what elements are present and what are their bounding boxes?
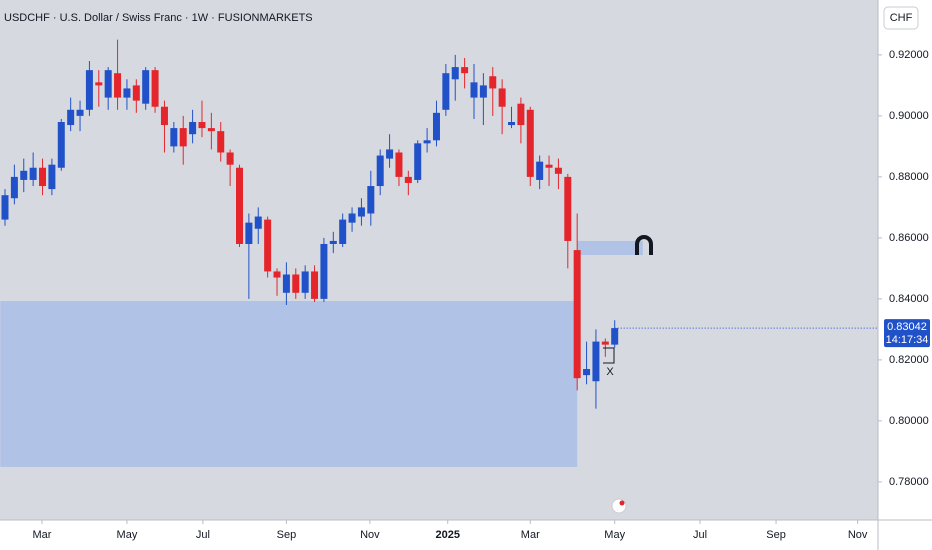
candle-body (442, 73, 450, 110)
currency-label[interactable]: CHF (890, 12, 913, 24)
candle-body (564, 176, 572, 241)
x-tick-label: Jul (693, 529, 707, 541)
candle-body (320, 243, 328, 299)
candle-body (236, 167, 243, 244)
candle-body (451, 67, 459, 80)
candle-body (85, 70, 93, 110)
alert-dot (619, 500, 625, 506)
x-tick-label: Sep (766, 529, 786, 541)
candle-body (386, 149, 394, 159)
candle-body (592, 341, 600, 382)
candle-body (217, 131, 225, 153)
annotation: X (606, 366, 614, 378)
candle-body (348, 213, 356, 223)
last-price-label: 0.83042 (887, 321, 927, 333)
currency-box[interactable] (883, 6, 919, 30)
alert-icon[interactable] (611, 498, 627, 514)
candle-body (292, 274, 300, 293)
y-tick-label: 0.86000 (889, 232, 929, 244)
x-tick-label: May (604, 529, 625, 541)
candle-body (170, 128, 178, 147)
candle-body (573, 250, 581, 379)
bracket (603, 347, 615, 364)
candle-body (245, 222, 253, 244)
candle-body (39, 167, 47, 187)
countdown-label: 14:17:34 (886, 334, 929, 346)
candle-body (114, 73, 122, 98)
zone (577, 240, 643, 255)
candle-body (583, 369, 591, 376)
candle-body (151, 70, 159, 107)
x-tick-label: Sep (277, 529, 297, 541)
x-tick-label: Nov (360, 529, 380, 541)
candle-body (198, 121, 206, 129)
candle-body (357, 207, 365, 217)
candle-body (179, 128, 187, 147)
candle-body (311, 271, 319, 299)
candle-body (489, 76, 497, 89)
candle-body (470, 82, 478, 98)
last-price-box (884, 319, 930, 348)
candle-body (20, 170, 28, 180)
candle-body (207, 128, 215, 132)
candle-body (254, 216, 262, 229)
candle-body (264, 219, 272, 272)
y-tick-label: 0.84000 (889, 293, 929, 305)
candle-body (601, 341, 609, 345)
candle-body (526, 109, 534, 177)
candle-body (57, 121, 65, 168)
candle-body (273, 271, 281, 278)
zone (0, 301, 578, 467)
candle-body (67, 109, 75, 126)
candle-body (132, 85, 140, 101)
chart-title: USDCHF · U.S. Dollar / Swiss Franc · 1W … (4, 12, 313, 24)
x-tick-label: Mar (521, 529, 540, 541)
candle-body (329, 240, 337, 244)
x-tick-label: Jul (196, 529, 210, 541)
x-tick-label: Nov (848, 529, 868, 541)
candle-body (189, 121, 197, 135)
candle-body (1, 195, 9, 220)
candle-body (545, 164, 553, 168)
x-tick-label: May (117, 529, 138, 541)
candle-body (95, 82, 103, 86)
candle-body (479, 85, 487, 98)
y-tick-label: 0.82000 (889, 354, 929, 366)
candle-body (376, 155, 384, 187)
candle-body (432, 112, 440, 141)
y-tick-label: 0.88000 (889, 171, 929, 183)
candle-body (498, 88, 506, 107)
candle-body (536, 161, 544, 180)
candle-body (339, 219, 347, 244)
candle-body (517, 103, 525, 126)
candle-body (282, 274, 290, 293)
y-tick-label: 0.90000 (889, 110, 929, 122)
candle-body (554, 167, 562, 174)
candle-body (461, 67, 469, 74)
candle-body (404, 176, 412, 183)
y-tick-label: 0.92000 (889, 49, 929, 61)
candle-body (414, 143, 422, 180)
candle-body (76, 109, 84, 116)
y-tick-label: 0.80000 (889, 415, 929, 427)
candle-body (104, 70, 112, 98)
candle-body (142, 70, 150, 104)
x-tick-label: 2025 (435, 529, 459, 541)
candle-body (508, 121, 516, 126)
candle-body (423, 140, 431, 144)
candle-body (301, 271, 309, 293)
candle-body (395, 152, 403, 177)
candle-body (48, 164, 56, 190)
x-tick-label: Mar (32, 529, 51, 541)
candle-body (160, 106, 168, 126)
candle-body (611, 328, 619, 345)
candle-body (10, 176, 18, 199)
candle-body (123, 88, 131, 98)
candle-body (226, 152, 234, 165)
candle-body (29, 167, 37, 180)
y-tick-label: 0.78000 (889, 476, 929, 488)
magnet-icon[interactable] (635, 235, 653, 255)
candle-body (367, 186, 375, 214)
